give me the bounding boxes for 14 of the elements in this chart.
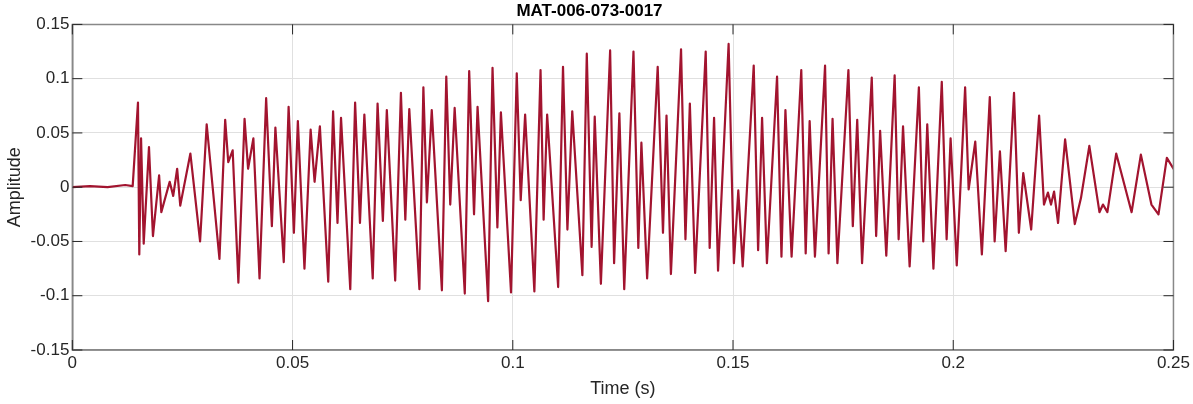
x-tick-label: 0.2 (941, 352, 966, 372)
y-tick-label: 0.05 (36, 122, 70, 142)
y-tick-label: 0.15 (36, 14, 70, 34)
y-tick-label: -0.05 (30, 231, 70, 251)
x-tick-label: 0.25 (1156, 352, 1190, 372)
y-tick-label: 0.1 (45, 68, 70, 88)
y-axis-title: Amplitude (3, 147, 24, 228)
chart-title: MAT-006-073-0017 (516, 0, 663, 20)
x-axis-title: Time (s) (590, 378, 656, 399)
x-tick-label: 0.05 (276, 352, 310, 372)
x-tick-label: 0.1 (500, 352, 525, 372)
x-tick-label: 0.15 (716, 352, 750, 372)
y-tick-label: 0 (59, 176, 70, 196)
y-tick-label: -0.1 (40, 285, 70, 305)
